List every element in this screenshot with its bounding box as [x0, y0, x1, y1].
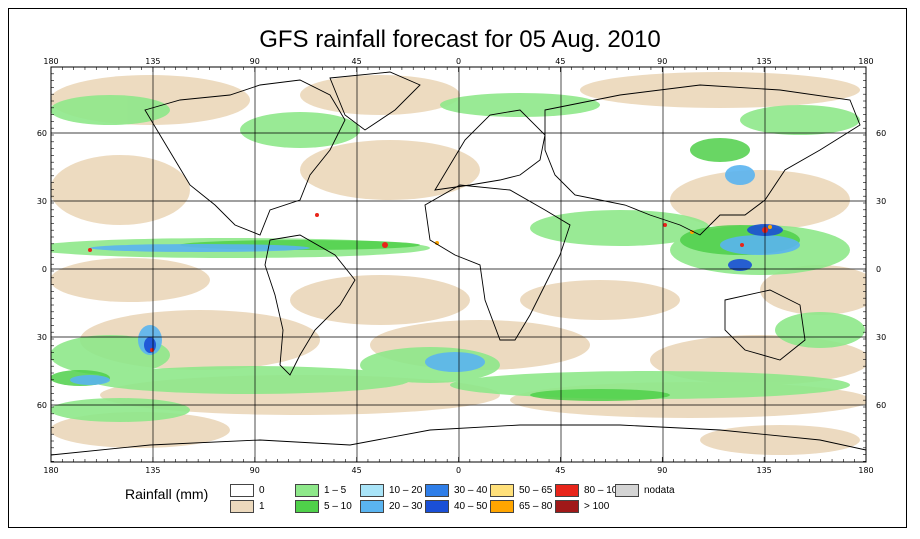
lat-tick-label-right: 30 [876, 333, 886, 342]
lon-tick-label-top: 90 [657, 57, 667, 66]
lon-tick-label-bottom: 135 [756, 466, 771, 475]
lon-tick-label-top: 135 [145, 57, 160, 66]
coastlines [51, 71, 866, 456]
lat-tick-label-left: 30 [37, 197, 47, 206]
lon-tick-label-top: 180 [858, 57, 873, 66]
lon-tick-label-bottom: 45 [352, 466, 362, 475]
map-title: GFS rainfall forecast for 05 Aug. 2010 [259, 26, 661, 53]
lon-tick-label-bottom: 180 [858, 466, 873, 475]
lat-tick-label-left: 30 [37, 333, 47, 342]
lon-tick-label-bottom: 0 [456, 466, 461, 475]
lon-tick-label-bottom: 180 [43, 466, 58, 475]
lon-tick-label-bottom: 45 [555, 466, 565, 475]
lat-tick-label-left: 0 [42, 265, 47, 274]
lon-tick-label-top: 0 [456, 57, 461, 66]
lat-tick-label-right: 60 [876, 129, 886, 138]
graticule [51, 67, 866, 462]
rainfall-field [51, 67, 866, 462]
lat-tick-label-left: 60 [37, 129, 47, 138]
lat-tick-label-left: 60 [37, 401, 47, 410]
lon-tick-label-top: 45 [555, 57, 565, 66]
lon-tick-label-bottom: 90 [250, 466, 260, 475]
lat-tick-label-right: 30 [876, 197, 886, 206]
lon-tick-label-bottom: 135 [145, 466, 160, 475]
lon-tick-label-top: 90 [250, 57, 260, 66]
lon-tick-label-top: 45 [352, 57, 362, 66]
lat-tick-label-right: 60 [876, 401, 886, 410]
lon-tick-label-top: 180 [43, 57, 58, 66]
figure-frame [8, 8, 907, 528]
lon-tick-label-top: 135 [756, 57, 771, 66]
axis-ticks: 180 180 135 135 90 90 45 45 0 0 45 45 90 90 135 135 180 1… [37, 57, 886, 475]
lat-tick-label-right: 0 [876, 265, 881, 274]
lon-tick-label-bottom: 90 [657, 466, 667, 475]
